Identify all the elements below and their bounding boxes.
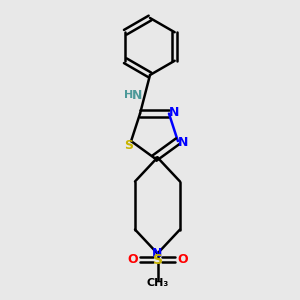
Text: N: N <box>169 106 179 119</box>
Text: S: S <box>152 253 163 266</box>
Text: H: H <box>124 90 133 100</box>
Text: O: O <box>127 253 138 266</box>
Text: O: O <box>177 253 188 266</box>
Text: N: N <box>152 247 163 260</box>
Text: N: N <box>132 88 142 102</box>
Text: N: N <box>178 136 188 149</box>
Text: S: S <box>124 139 133 152</box>
Text: CH₃: CH₃ <box>146 278 169 289</box>
